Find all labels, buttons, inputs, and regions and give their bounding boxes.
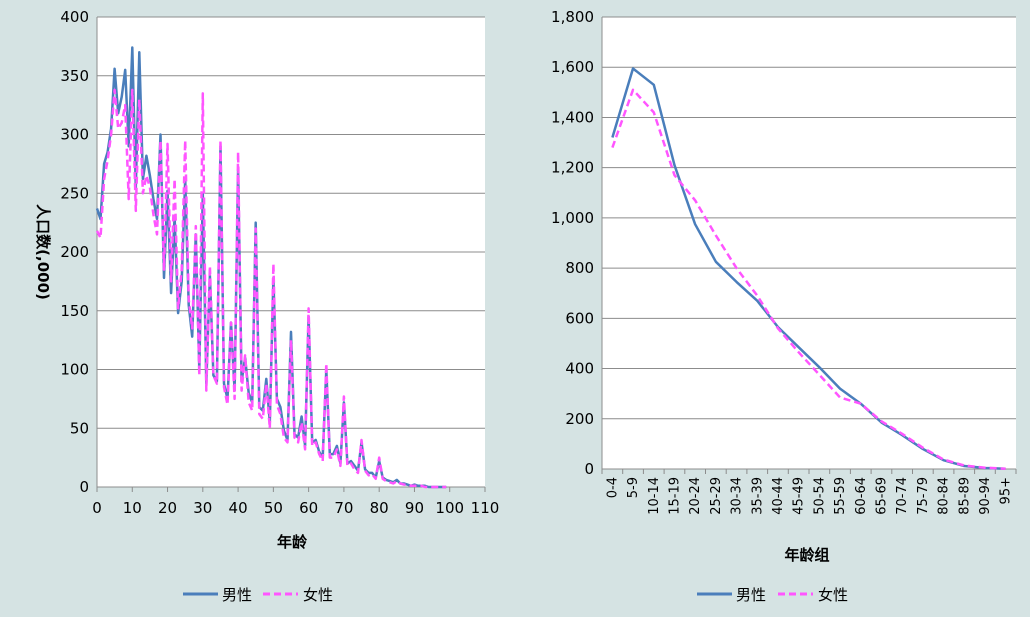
left-legend: 男性 女性 <box>183 586 333 604</box>
left-x-tick-label: 70 <box>334 499 353 517</box>
right-y-tick-label: 1,600 <box>551 58 594 76</box>
left-y-tick-label: 400 <box>60 8 89 26</box>
left-x-tick-label: 100 <box>435 499 464 517</box>
left-y-tick-label: 150 <box>60 302 89 320</box>
left-x-tick-label: 40 <box>229 499 248 517</box>
right-x-tick-label: 80-84 <box>937 477 952 515</box>
right-x-tick-label: 60-64 <box>854 477 869 515</box>
left-y-tick-label: 50 <box>70 419 89 437</box>
right-x-tick-label: 0-4 <box>605 477 620 498</box>
right-x-tick-label: 55-59 <box>833 477 848 515</box>
right-x-tick-label: 70-74 <box>895 477 910 515</box>
left-x-tick-label: 20 <box>158 499 177 517</box>
right-y-tick-label: 0 <box>584 460 594 478</box>
left-x-tick-label: 50 <box>264 499 283 517</box>
right-x-tick-label: 35-39 <box>750 477 765 515</box>
right-y-tick-label: 800 <box>565 259 594 277</box>
right-x-tick-label: 40-44 <box>771 477 786 515</box>
right-y-tick-label: 1,400 <box>551 108 594 126</box>
right-chart-age-groups: 0 200 400 600 800 1,000 1,200 1,400 1,600 1,800 0-… <box>551 8 1017 515</box>
right-legend-male-label: 男性 <box>736 586 766 604</box>
right-x-tick-label: 50-54 <box>812 477 827 515</box>
right-x-tick-label: 30-34 <box>730 477 745 515</box>
right-series-line-female <box>611 88 1006 470</box>
right-y-tick-label: 200 <box>565 410 594 428</box>
right-x-tick-label: 95+ <box>999 477 1014 504</box>
right-x-tick-label: 5-9 <box>626 477 641 498</box>
left-x-tick-label: 0 <box>92 499 102 517</box>
right-legend-female-label: 女性 <box>818 586 848 604</box>
left-y-axis-label: 人口数(,000) <box>34 204 52 300</box>
right-y-tick-label: 1,800 <box>551 8 594 26</box>
left-x-tick-label: 110 <box>471 499 500 517</box>
right-x-tick-label: 20-24 <box>688 477 703 515</box>
left-y-tick-label: 100 <box>60 361 89 379</box>
right-x-tick-label: 25-29 <box>709 477 724 515</box>
left-x-tick-label: 80 <box>370 499 389 517</box>
right-y-tick-label: 600 <box>565 309 594 327</box>
right-y-tick-label: 1,200 <box>551 159 594 177</box>
right-x-tick-label: 85-89 <box>957 477 972 515</box>
right-x-axis-label: 年龄组 <box>784 546 829 564</box>
left-y-tick-label: 200 <box>60 243 89 261</box>
left-y-tick-label: 250 <box>60 184 89 202</box>
left-x-tick-label: 10 <box>123 499 142 517</box>
right-plot-area <box>602 17 1016 469</box>
right-y-tick-label: 1,000 <box>551 209 594 227</box>
right-x-tick-label: 10-14 <box>647 477 662 515</box>
right-x-tick-label: 75-79 <box>916 477 931 515</box>
right-legend: 男性 女性 <box>697 586 848 604</box>
left-y-tick-label: 0 <box>79 478 89 496</box>
left-y-tick-label: 300 <box>60 126 89 144</box>
right-x-tick-label: 90-94 <box>978 477 993 515</box>
right-x-tick-label: 65-69 <box>874 477 889 515</box>
left-x-tick-label: 30 <box>193 499 212 517</box>
left-chart-single-age: 0 50 100 150 200 250 300 350 400 0 10 20 30 40 50 60 70 8… <box>60 8 499 517</box>
left-x-tick-label: 90 <box>405 499 424 517</box>
right-y-tick-label: 400 <box>565 360 594 378</box>
left-legend-female-label: 女性 <box>303 586 333 604</box>
right-x-tick-label: 15-19 <box>667 477 682 515</box>
left-x-tick-label: 60 <box>299 499 318 517</box>
left-y-tick-label: 350 <box>60 67 89 85</box>
right-x-tick-label: 45-49 <box>792 477 807 515</box>
left-x-axis-label: 年龄 <box>277 533 308 551</box>
left-series-line-female <box>95 88 447 489</box>
left-legend-male-label: 男性 <box>222 586 252 604</box>
